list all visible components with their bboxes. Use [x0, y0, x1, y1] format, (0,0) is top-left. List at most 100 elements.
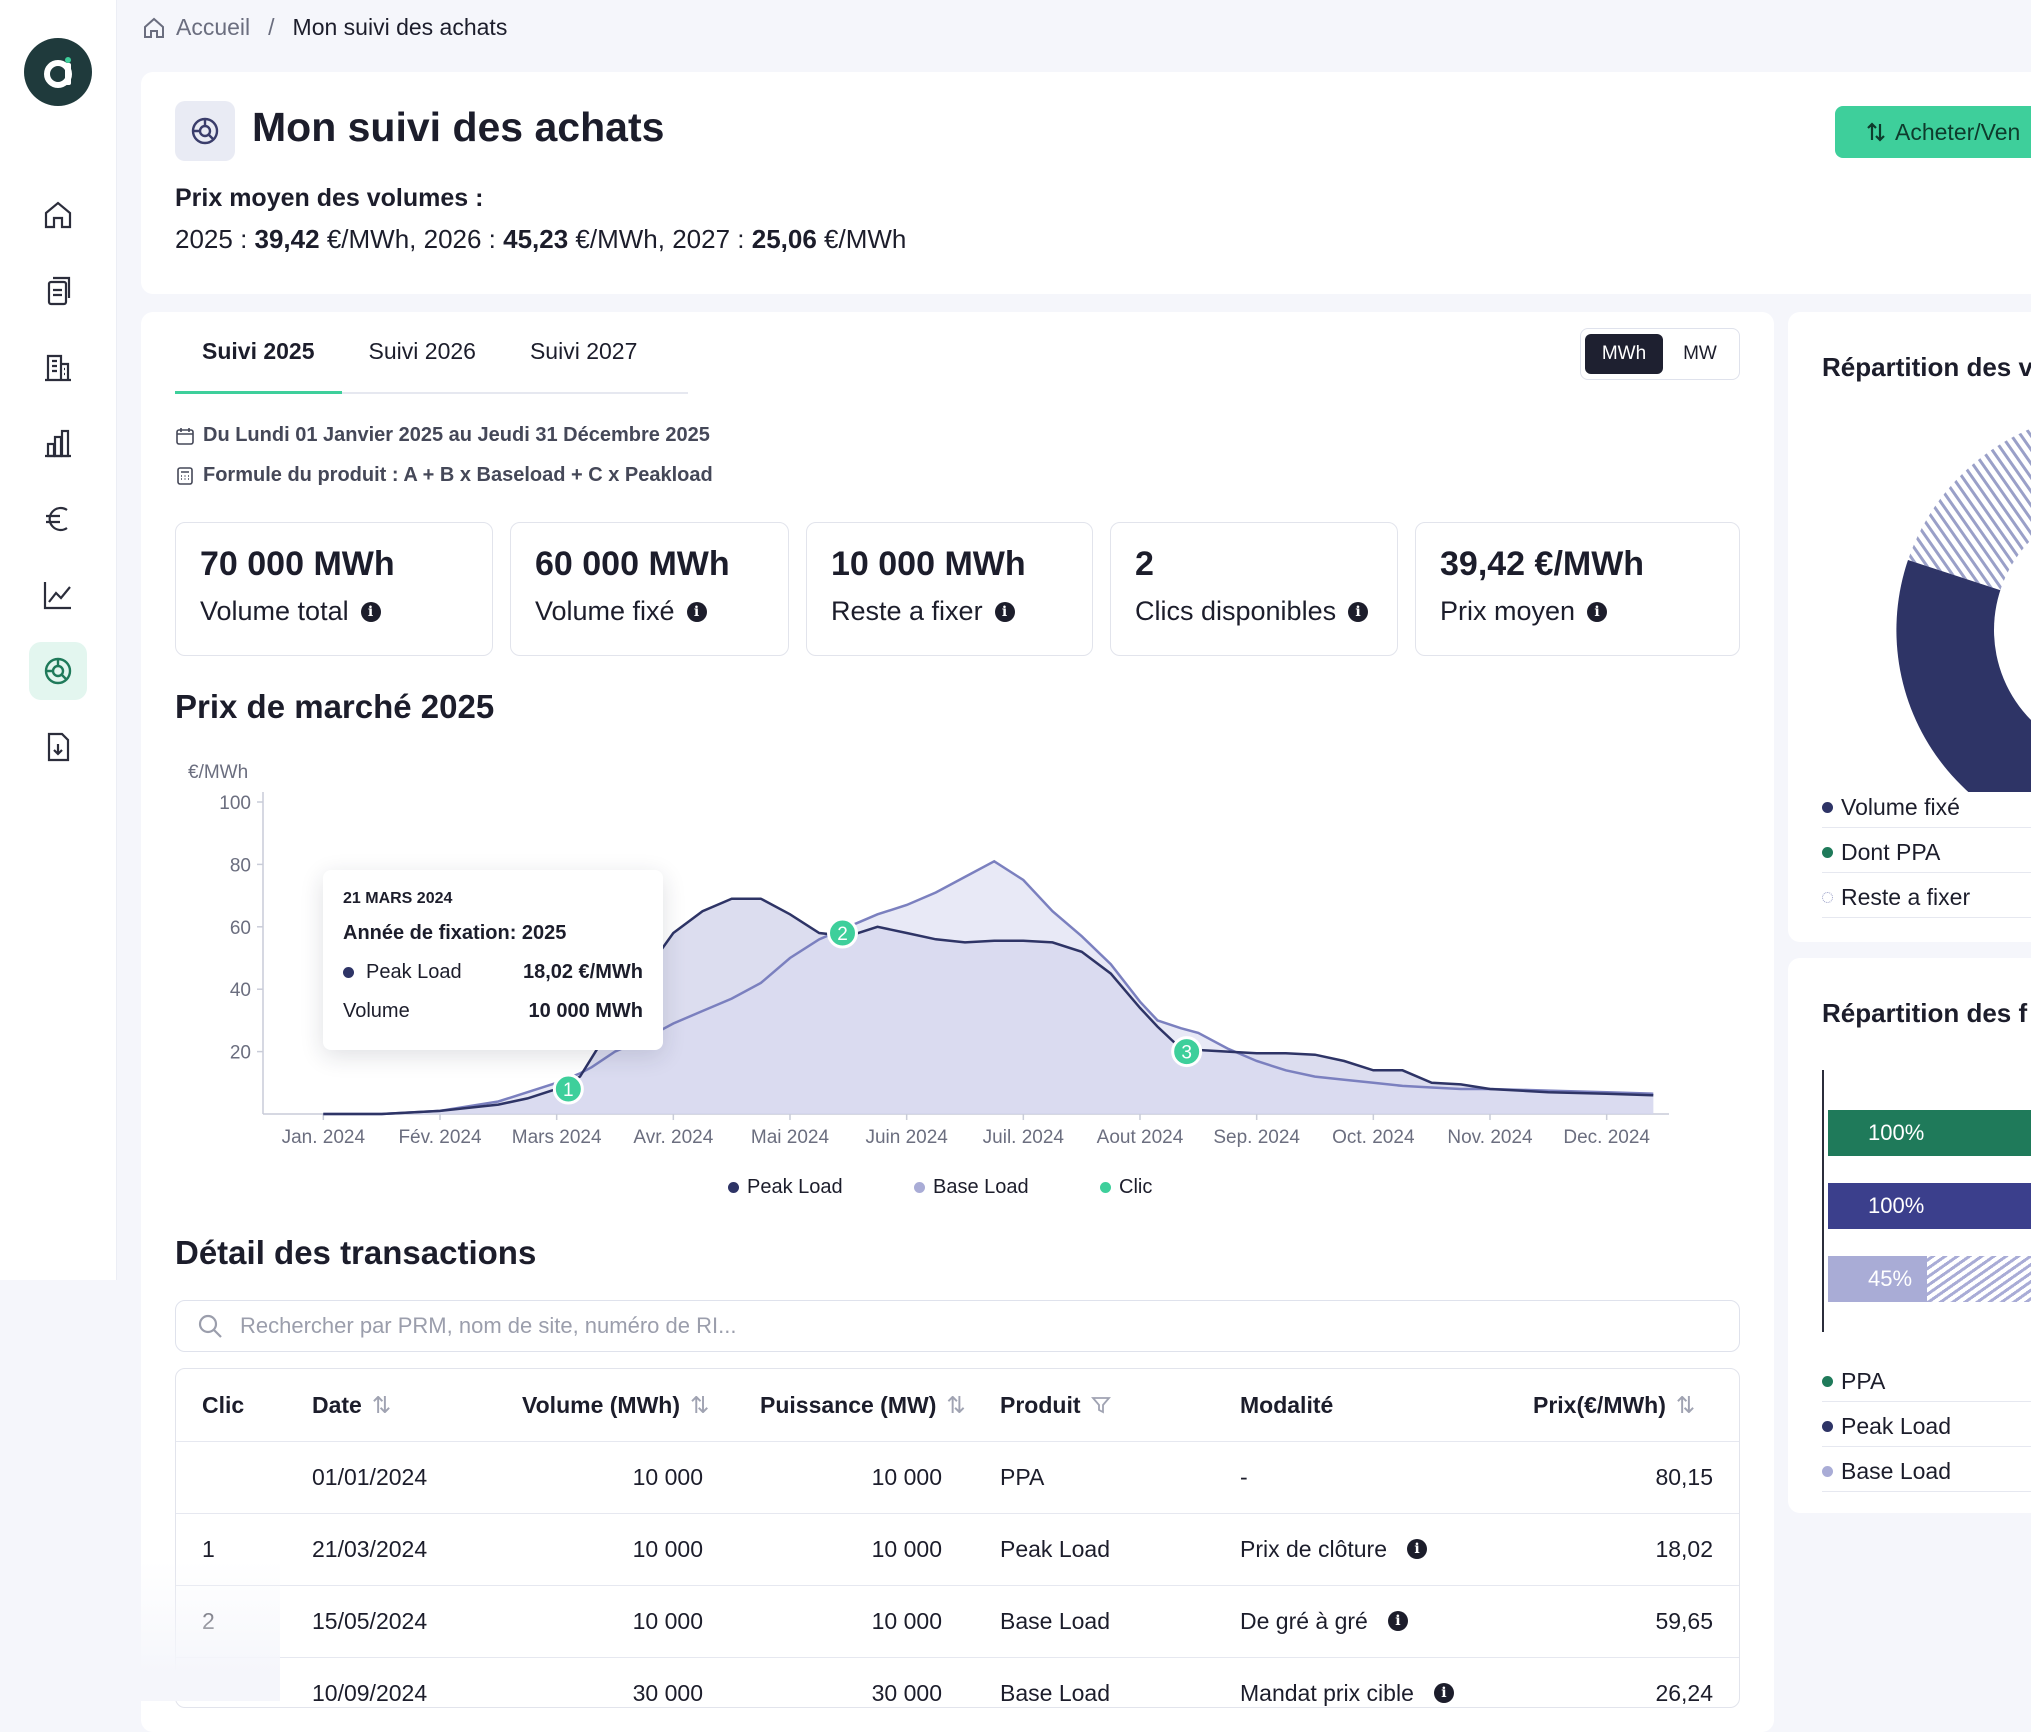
legend-dot	[914, 1182, 925, 1193]
cell-date: 15/05/2024	[312, 1607, 428, 1634]
documents-icon[interactable]	[29, 262, 87, 320]
kpi-value: 2	[1135, 545, 1154, 583]
x-tick-label: Sep. 2024	[1213, 1127, 1300, 1148]
home-icon[interactable]	[29, 186, 87, 244]
cell-prix: 59,65	[1655, 1607, 1713, 1634]
y-tick-label: 100	[219, 793, 251, 814]
legend-dot	[1822, 1376, 1833, 1387]
sort-icon[interactable]: ⇅	[946, 1391, 966, 1418]
tab-suivi-2026[interactable]: Suivi 2026	[368, 338, 476, 364]
col-date[interactable]: Date ⇅	[312, 1369, 391, 1441]
chart-svg: €/MWh 100 80 60 40 20 Jan. 2024 Fév. 2024 Mars …	[188, 762, 1669, 1148]
table-row[interactable]: 3 10/09/2024 30 000 30 000 Base Load Man…	[176, 1657, 1739, 1707]
legend-label: Base Load	[933, 1176, 1029, 1198]
download-file-icon[interactable]	[29, 718, 87, 776]
col-produit[interactable]: Produit	[1000, 1369, 1111, 1441]
cell-puissance: 10 000	[871, 1535, 942, 1562]
col-volume-label: Volume (MWh)	[522, 1391, 680, 1418]
sort-icon[interactable]: ⇅	[1675, 1391, 1696, 1418]
cell-volume: 30 000	[632, 1679, 703, 1706]
legend-label: Clic	[1119, 1176, 1153, 1198]
legend-ppa: PPA	[1822, 1368, 2031, 1402]
buy-sell-button[interactable]: Acheter/Ven	[1835, 106, 2031, 158]
avg-sep: :	[481, 224, 504, 254]
info-icon[interactable]: i	[686, 601, 707, 622]
kpi-value: 60 000 MWh	[535, 545, 730, 583]
avg-year: 2025	[175, 224, 233, 254]
tooltip-date: 21 MARS 2024	[343, 890, 453, 907]
bar-chart-icon[interactable]	[29, 414, 87, 472]
line-chart-icon[interactable]	[29, 566, 87, 624]
info-icon[interactable]: i	[1407, 1539, 1428, 1559]
legend-clic[interactable]: Clic	[1100, 1176, 1152, 1199]
x-tick-label: Mars 2024	[512, 1127, 602, 1148]
bar-peak-load[interactable]: 100%	[1828, 1183, 2031, 1229]
table-row[interactable]: 2 15/05/2024 10 000 10 000 Base Load De …	[176, 1585, 1739, 1658]
buy-sell-label: Acheter/Ven	[1895, 118, 2021, 145]
peak-load-line[interactable]	[323, 897, 1654, 1116]
cell-prix: 26,24	[1655, 1679, 1713, 1706]
legend-peak-load[interactable]: Peak Load	[728, 1176, 843, 1199]
breadcrumb-home[interactable]: Accueil	[176, 14, 251, 40]
donut-slice-reste[interactable]	[1908, 412, 2031, 630]
legend-dot	[1822, 1466, 1833, 1477]
col-puissance[interactable]: Puissance (MW) ⇅	[760, 1369, 966, 1441]
tracking-icon[interactable]	[29, 642, 87, 700]
tab-suivi-2025[interactable]: Suivi 2025	[175, 318, 342, 394]
col-date-label: Date	[312, 1391, 362, 1418]
euro-icon[interactable]	[29, 490, 87, 548]
avg-price-label: Prix moyen des volumes :	[175, 184, 484, 212]
cell-modalite-text: Prix de clôture	[1240, 1535, 1388, 1562]
formula-text: Formule du produit : A + B x Baseload + …	[203, 464, 713, 486]
unit-mw-button[interactable]: MW	[1683, 343, 1717, 364]
legend-base-load[interactable]: Base Load	[914, 1176, 1029, 1199]
search-input[interactable]	[238, 1312, 1642, 1340]
tooltip-series: Peak Load	[366, 961, 462, 983]
cell-modalite: De gré à gré i	[1240, 1585, 1408, 1657]
bar-base-load[interactable]: 45%	[1828, 1256, 1927, 1302]
logo[interactable]	[24, 38, 92, 106]
bar-ppa[interactable]: 100%	[1828, 1110, 2031, 1156]
filter-icon[interactable]	[1090, 1395, 1111, 1415]
legend-reste-a-fixer: Reste a fixer	[1822, 884, 2031, 918]
info-icon[interactable]: i	[1387, 1611, 1408, 1631]
click-marker[interactable]	[1171, 1036, 1203, 1068]
base-load-line[interactable]	[323, 859, 1654, 1116]
click-marker-label: 1	[563, 1080, 574, 1101]
calendar-icon	[176, 427, 194, 445]
unit-mwh-button[interactable]: MWh	[1585, 334, 1663, 374]
bar-axis	[1822, 1070, 1824, 1332]
sort-icon[interactable]: ⇅	[371, 1391, 392, 1418]
info-icon[interactable]: i	[994, 601, 1015, 622]
donut-chart	[1896, 412, 2031, 792]
click-marker[interactable]	[552, 1073, 584, 1105]
home-icon[interactable]	[142, 16, 166, 40]
kpi-value: 39,42 €/MWh	[1440, 545, 1645, 583]
page-title: Mon suivi des achats	[252, 104, 665, 150]
kpi-label: Volume fixé	[535, 596, 675, 626]
legend-dot	[728, 1182, 739, 1193]
info-icon[interactable]: i	[360, 601, 381, 622]
info-icon[interactable]: i	[1348, 601, 1369, 622]
cell-produit: Peak Load	[1000, 1535, 1110, 1562]
period-text: Du Lundi 01 Janvier 2025 au Jeudi 31 Déc…	[203, 424, 710, 446]
tab-suivi-2027[interactable]: Suivi 2027	[529, 338, 638, 364]
product-split-title: Répartition des f	[1822, 998, 2028, 1028]
click-marker[interactable]	[827, 917, 858, 949]
x-tick-label: Juil. 2024	[983, 1127, 1065, 1148]
col-volume[interactable]: Volume (MWh) ⇅	[522, 1369, 709, 1441]
tooltip-volume-row: Volume 10 000 MWh	[343, 1000, 643, 1023]
sort-icon[interactable]: ⇅	[690, 1391, 710, 1418]
info-icon[interactable]: i	[1587, 601, 1608, 622]
col-prix[interactable]: Prix(€/MWh) ⇅	[1533, 1369, 1695, 1441]
building-icon[interactable]	[29, 338, 87, 396]
search-icon	[198, 1314, 222, 1338]
kpi-prix-moyen: 39,42 €/MWh Prix moyen i	[1415, 522, 1740, 656]
avg-sep: :	[232, 224, 255, 254]
table-row[interactable]: 01/01/2024 10 000 10 000 PPA - 80,15	[176, 1441, 1739, 1514]
col-prix-label: Prix(€/MWh)	[1533, 1391, 1666, 1418]
info-icon[interactable]: i	[1433, 1683, 1454, 1703]
table-row[interactable]: 1 21/03/2024 10 000 10 000 Peak Load Pri…	[176, 1513, 1739, 1586]
kpi-label: Volume total	[200, 596, 349, 626]
avg-sep: :	[730, 224, 752, 254]
